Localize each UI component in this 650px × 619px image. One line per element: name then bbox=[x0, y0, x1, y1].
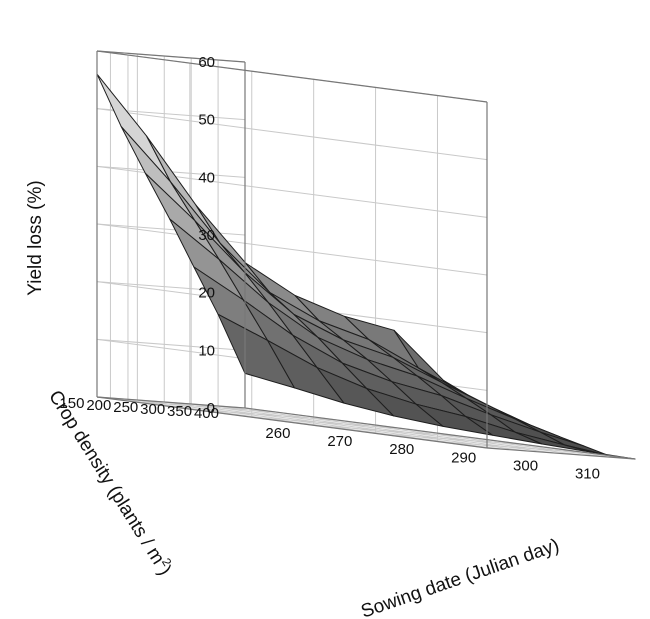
gridline-back-wall bbox=[96, 223, 488, 276]
y-tick-label: 350 bbox=[167, 403, 192, 420]
x-tick-label: 290 bbox=[451, 449, 476, 466]
frame-edge bbox=[96, 50, 488, 103]
z-axis-title: Yield loss (%) bbox=[25, 180, 46, 295]
z-tick-label: 20 bbox=[198, 285, 215, 302]
gridline-floor-y bbox=[164, 401, 555, 454]
y-tick-label: 200 bbox=[86, 397, 111, 414]
x-tick-label: 310 bbox=[575, 466, 600, 483]
y-tick-label: 300 bbox=[140, 401, 165, 418]
gridline-floor-y bbox=[137, 399, 528, 452]
gridline-floor-y bbox=[218, 405, 609, 458]
frame-edge bbox=[486, 447, 636, 460]
frame-edge bbox=[96, 50, 246, 63]
z-tick-label: 40 bbox=[198, 169, 215, 186]
gridline-left-wall bbox=[96, 338, 246, 351]
frame-edge bbox=[96, 396, 246, 409]
z-tick-label: 10 bbox=[198, 342, 215, 359]
chart-frame bbox=[96, 50, 636, 460]
z-tick-label: 0 bbox=[207, 400, 215, 417]
frame-edge bbox=[244, 407, 636, 460]
x-tick-label: 270 bbox=[327, 433, 352, 450]
z-tick-label: 60 bbox=[198, 54, 215, 71]
y-tick-label: 400 bbox=[194, 405, 219, 422]
x-tick-label: 300 bbox=[513, 457, 538, 474]
surface-patch bbox=[120, 126, 196, 222]
gridline-floor-y bbox=[191, 403, 582, 456]
y-tick-label: 250 bbox=[113, 399, 138, 416]
surface-plot bbox=[96, 73, 636, 460]
x-tick-label: 280 bbox=[389, 441, 414, 458]
z-tick-label: 50 bbox=[198, 112, 215, 129]
x-axis-title: Sowing date (Julian day) bbox=[358, 535, 562, 619]
x-tick-label: 260 bbox=[265, 425, 290, 442]
surface-patch bbox=[96, 73, 172, 183]
z-tick-label: 30 bbox=[198, 227, 215, 244]
gridline-back-wall bbox=[96, 108, 488, 161]
frame-edge bbox=[96, 396, 488, 449]
gridline-floor-y bbox=[110, 397, 501, 450]
y-tick-label: 150 bbox=[59, 395, 84, 412]
